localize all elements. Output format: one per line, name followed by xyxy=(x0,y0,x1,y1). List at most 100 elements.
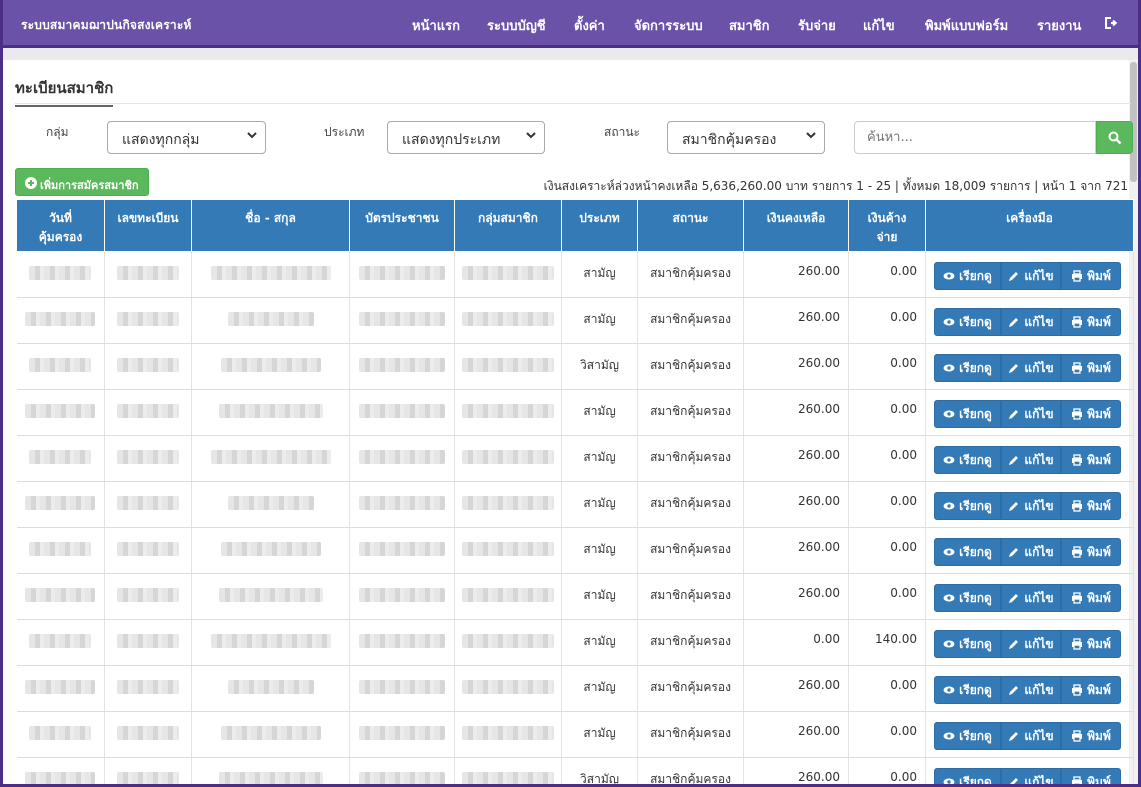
view-button[interactable]: เรียกดู xyxy=(934,584,1001,612)
add-member-button[interactable]: เพิ่มการสมัครสมาชิก xyxy=(15,168,149,196)
nav-item-members[interactable]: สมาชิก xyxy=(729,19,770,34)
print-button[interactable]: พิมพ์ xyxy=(1061,492,1121,520)
group-filter-select[interactable]: แสดงทุกกลุ่ม xyxy=(107,121,266,154)
edit-button[interactable]: แก้ไข xyxy=(1001,308,1061,336)
nav-item-edit[interactable]: แก้ไข xyxy=(863,19,895,34)
view-button[interactable]: เรียกดู xyxy=(934,630,1001,658)
edit-button[interactable]: แก้ไข xyxy=(1001,262,1061,290)
nav-item-system[interactable]: จัดการระบบ xyxy=(634,19,703,34)
row-action-group: เรียกดู แก้ไข พิมพ์ xyxy=(934,676,1121,704)
print-button[interactable]: พิมพ์ xyxy=(1061,722,1121,750)
view-button[interactable]: เรียกดู xyxy=(934,492,1001,520)
nav-item-accounting[interactable]: ระบบบัญชี xyxy=(487,19,546,34)
print-button[interactable]: พิมพ์ xyxy=(1061,584,1121,612)
view-button[interactable]: เรียกดู xyxy=(934,354,1001,382)
print-icon xyxy=(1072,684,1083,696)
status-filter-select[interactable]: สมาชิกคุ้มครอง xyxy=(667,121,825,154)
registration-number-cell xyxy=(104,711,192,758)
member-status-cell: สมาชิกคุ้มครอง xyxy=(637,711,744,758)
row-action-group: เรียกดู แก้ไข พิมพ์ xyxy=(934,492,1121,520)
nav-item-home[interactable]: หน้าแรก xyxy=(412,19,460,34)
member-type-cell: วิสามัญ xyxy=(561,343,638,390)
id-card-cell xyxy=(349,619,455,666)
print-button[interactable]: พิมพ์ xyxy=(1061,308,1121,336)
redacted-value xyxy=(227,312,314,326)
edit-button[interactable]: แก้ไข xyxy=(1001,492,1061,520)
print-icon xyxy=(1072,316,1083,328)
type-filter-select[interactable]: แสดงทุกประเภท xyxy=(387,121,545,154)
print-button[interactable]: พิมพ์ xyxy=(1061,354,1121,382)
search-input[interactable] xyxy=(854,121,1096,154)
balance-cell: 260.00 xyxy=(743,297,849,344)
print-button[interactable]: พิมพ์ xyxy=(1061,400,1121,428)
redacted-value xyxy=(220,726,321,740)
view-button[interactable]: เรียกดู xyxy=(934,308,1001,336)
view-button[interactable]: เรียกดู xyxy=(934,446,1001,474)
print-button[interactable]: พิมพ์ xyxy=(1061,768,1121,784)
member-type-cell: สามัญ xyxy=(561,251,638,298)
edit-button-label: แก้ไข xyxy=(1024,360,1054,375)
print-button[interactable]: พิมพ์ xyxy=(1061,630,1121,658)
edit-button[interactable]: แก้ไข xyxy=(1001,676,1061,704)
member-group-cell xyxy=(454,527,562,574)
brand-title[interactable]: ระบบสมาคมฌาปนกิจสงเคราะห์ xyxy=(21,18,192,32)
redacted-value xyxy=(218,772,323,784)
edit-button[interactable]: แก้ไข xyxy=(1001,446,1061,474)
print-button[interactable]: พิมพ์ xyxy=(1061,676,1121,704)
edit-button[interactable]: แก้ไข xyxy=(1001,354,1061,382)
redacted-value xyxy=(29,726,92,740)
view-button[interactable]: เรียกดู xyxy=(934,262,1001,290)
member-type-cell: สามัญ xyxy=(561,711,638,758)
scrollbar-thumb[interactable] xyxy=(1130,62,1137,182)
full-name-cell xyxy=(191,435,350,482)
edit-button[interactable]: แก้ไข xyxy=(1001,722,1061,750)
table-row[interactable]: สามัญ สมาชิกคุ้มครอง 260.00 0.00 เรียกดู แก้ไ… xyxy=(16,527,1134,574)
view-button-label: เรียกดู xyxy=(959,774,992,787)
redacted-value xyxy=(29,542,92,556)
registration-number-cell xyxy=(104,665,192,712)
view-button[interactable]: เรียกดู xyxy=(934,538,1001,566)
table-row[interactable]: สามัญ สมาชิกคุ้มครอง 260.00 0.00 เรียกดู แก้ไ… xyxy=(16,389,1134,436)
nav-item-settings[interactable]: ตั้งค่า xyxy=(574,19,605,34)
view-button[interactable]: เรียกดู xyxy=(934,768,1001,787)
nav-item-print-forms[interactable]: พิมพ์แบบฟอร์ม xyxy=(925,19,1009,34)
print-button[interactable]: พิมพ์ xyxy=(1061,538,1121,566)
table-row[interactable]: สามัญ สมาชิกคุ้มครอง 260.00 0.00 เรียกดู แก้ไ… xyxy=(16,251,1134,298)
view-button[interactable]: เรียกดู xyxy=(934,676,1001,704)
table-row[interactable]: สามัญ สมาชิกคุ้มครอง 260.00 0.00 เรียกดู แก้ไ… xyxy=(16,711,1134,758)
table-row[interactable]: สามัญ สมาชิกคุ้มครอง 260.00 0.00 เรียกดู แก้ไ… xyxy=(16,573,1134,620)
edit-button-label: แก้ไข xyxy=(1024,498,1054,513)
edit-button[interactable]: แก้ไข xyxy=(1001,768,1061,784)
edit-button[interactable]: แก้ไข xyxy=(1001,630,1061,658)
print-button[interactable]: พิมพ์ xyxy=(1061,262,1121,290)
redacted-value xyxy=(220,542,321,556)
table-row[interactable]: วิสามัญ สมาชิกคุ้มครอง 260.00 0.00 เรียกดู แก… xyxy=(16,757,1134,787)
column-header: เลขทะเบียน xyxy=(104,199,192,252)
nav-item-payments[interactable]: รับจ่าย xyxy=(798,19,836,34)
edit-button[interactable]: แก้ไข xyxy=(1001,400,1061,428)
table-row[interactable]: สามัญ สมาชิกคุ้มครอง 260.00 0.00 เรียกดู แก้ไ… xyxy=(16,665,1134,712)
table-row[interactable]: สามัญ สมาชิกคุ้มครอง 0.00 140.00 เรียกดู แก้ไ… xyxy=(16,619,1134,666)
print-button[interactable]: พิมพ์ xyxy=(1061,446,1121,474)
table-row[interactable]: วิสามัญ สมาชิกคุ้มครอง 260.00 0.00 เรียกดู แก… xyxy=(16,343,1134,390)
eye-icon xyxy=(943,640,955,648)
table-row[interactable]: สามัญ สมาชิกคุ้มครอง 260.00 0.00 เรียกดู แก้ไ… xyxy=(16,297,1134,344)
table-row[interactable]: สามัญ สมาชิกคุ้มครอง 260.00 0.00 เรียกดู แก้ไ… xyxy=(16,435,1134,482)
view-button[interactable]: เรียกดู xyxy=(934,722,1001,750)
eye-icon xyxy=(943,778,955,784)
edit-button[interactable]: แก้ไข xyxy=(1001,584,1061,612)
top-navbar: ระบบสมาคมฌาปนกิจสงเคราะห์ หน้าแรก ระบบบั… xyxy=(3,0,1138,48)
nav-item-reports[interactable]: รายงาน xyxy=(1037,19,1082,34)
member-type-cell: สามัญ xyxy=(561,619,638,666)
edit-button[interactable]: แก้ไข xyxy=(1001,538,1061,566)
protection-date-cell xyxy=(16,527,105,574)
member-type-cell: วิสามัญ xyxy=(561,757,638,784)
redacted-value xyxy=(117,772,179,784)
view-button[interactable]: เรียกดู xyxy=(934,400,1001,428)
sign-out-icon[interactable] xyxy=(1104,16,1118,34)
search-button[interactable] xyxy=(1096,121,1133,154)
redacted-value xyxy=(462,266,554,280)
page-scrollbar[interactable] xyxy=(1129,60,1138,784)
table-row[interactable]: สามัญ สมาชิกคุ้มครอง 260.00 0.00 เรียกดู แก้ไ… xyxy=(16,481,1134,528)
eye-icon xyxy=(943,318,955,326)
